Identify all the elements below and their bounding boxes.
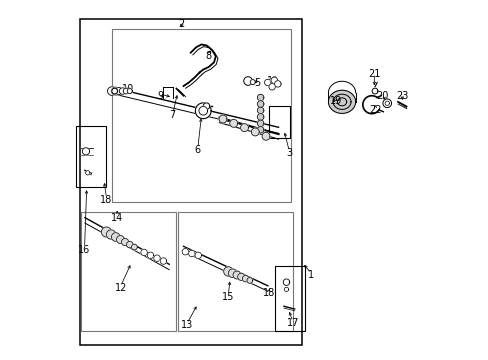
Polygon shape (257, 94, 264, 101)
Polygon shape (131, 244, 137, 250)
Text: 3: 3 (285, 148, 292, 158)
Bar (178, 212, 292, 330)
Bar (76, 126, 106, 187)
Polygon shape (382, 99, 391, 108)
Polygon shape (203, 103, 209, 109)
Polygon shape (257, 101, 264, 107)
Polygon shape (283, 279, 289, 285)
Polygon shape (268, 84, 275, 90)
Polygon shape (101, 227, 111, 237)
Polygon shape (244, 77, 252, 85)
Text: 5: 5 (253, 78, 260, 88)
Polygon shape (119, 88, 125, 94)
Polygon shape (251, 128, 259, 136)
Polygon shape (384, 101, 388, 105)
Polygon shape (188, 250, 195, 257)
Text: 21: 21 (367, 69, 380, 79)
Bar (81, 212, 176, 330)
Text: 18: 18 (262, 288, 274, 298)
Text: 10: 10 (122, 84, 134, 94)
Polygon shape (223, 267, 233, 276)
Polygon shape (228, 269, 237, 278)
Bar (274, 266, 305, 330)
Text: 1: 1 (307, 270, 313, 280)
Text: 23: 23 (395, 91, 407, 101)
Text: 7: 7 (169, 111, 176, 121)
Polygon shape (242, 275, 248, 282)
Text: 12: 12 (114, 283, 127, 293)
Polygon shape (127, 89, 132, 94)
Polygon shape (229, 120, 237, 127)
Polygon shape (233, 271, 241, 279)
Text: 4: 4 (200, 109, 206, 119)
Polygon shape (219, 115, 226, 123)
Polygon shape (257, 107, 264, 114)
Bar (268, 106, 289, 138)
Polygon shape (264, 79, 270, 86)
Text: 16: 16 (78, 245, 90, 255)
Polygon shape (153, 255, 160, 261)
Text: 19: 19 (329, 96, 342, 106)
Polygon shape (111, 233, 120, 241)
Polygon shape (147, 252, 153, 258)
Text: 17: 17 (286, 319, 299, 328)
Polygon shape (160, 258, 166, 264)
Polygon shape (121, 238, 128, 246)
Polygon shape (274, 81, 281, 87)
Text: 6: 6 (194, 144, 201, 154)
Polygon shape (195, 252, 201, 258)
Text: 20: 20 (376, 91, 388, 101)
Polygon shape (240, 124, 248, 132)
Text: 18: 18 (100, 195, 112, 205)
Polygon shape (246, 278, 252, 283)
Polygon shape (371, 88, 377, 94)
Ellipse shape (328, 90, 355, 113)
Polygon shape (250, 80, 255, 85)
Polygon shape (257, 120, 264, 127)
Polygon shape (270, 77, 277, 84)
Polygon shape (115, 87, 122, 95)
Polygon shape (85, 171, 90, 175)
Polygon shape (82, 148, 89, 155)
Polygon shape (182, 248, 188, 255)
Text: 13: 13 (181, 320, 193, 330)
Polygon shape (199, 107, 207, 115)
Polygon shape (257, 114, 264, 120)
Polygon shape (112, 88, 117, 94)
Polygon shape (107, 87, 116, 95)
Text: 9: 9 (157, 91, 163, 101)
Polygon shape (195, 103, 211, 119)
Polygon shape (262, 132, 269, 140)
Polygon shape (237, 273, 244, 280)
Bar (112, 30, 290, 202)
Polygon shape (111, 87, 119, 95)
Polygon shape (123, 88, 129, 94)
Text: 15: 15 (222, 292, 234, 302)
Bar (80, 19, 301, 345)
Polygon shape (116, 235, 124, 243)
Text: 8: 8 (205, 51, 211, 61)
Polygon shape (141, 249, 147, 256)
Polygon shape (126, 241, 133, 248)
Polygon shape (106, 230, 116, 239)
Text: 11: 11 (266, 76, 279, 86)
Text: 22: 22 (368, 105, 381, 115)
Text: 2: 2 (178, 19, 184, 29)
Polygon shape (284, 287, 288, 292)
Polygon shape (257, 127, 264, 133)
Text: 14: 14 (111, 213, 123, 222)
